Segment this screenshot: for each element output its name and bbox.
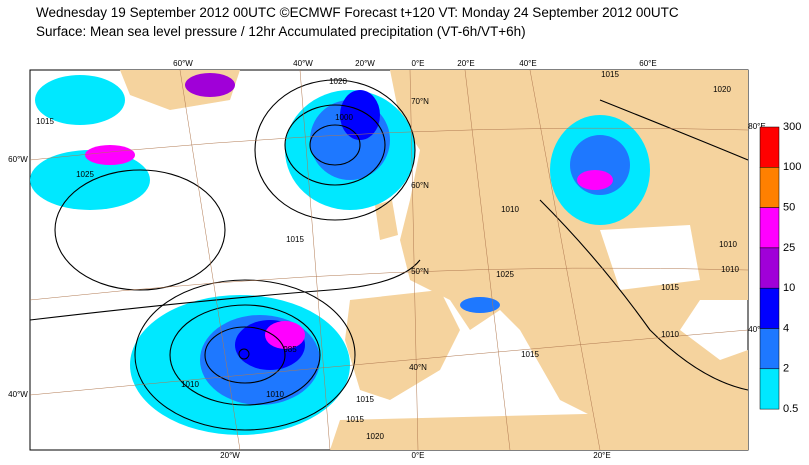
top-label: 60°E (639, 59, 656, 68)
isobar-label: 1015 (36, 117, 54, 126)
map-content (30, 70, 748, 450)
legend-swatch (759, 167, 780, 208)
left-label: 60°W (8, 155, 28, 164)
isobar-label: 1010 (721, 265, 739, 274)
legend-swatch (759, 207, 780, 249)
isobar-label: 1015 (521, 350, 539, 359)
isobar-label: 1020 (329, 77, 347, 86)
isobar-label: 1010 (181, 380, 199, 389)
isobar-label: 1020 (713, 85, 731, 94)
legend-swatch (759, 126, 780, 168)
top-label: 40°E (519, 59, 536, 68)
subtitle: Surface: Mean sea level pressure / 12hr … (36, 24, 526, 39)
lat-label: 60°N (411, 181, 429, 190)
lat-label: 40°N (409, 363, 427, 372)
land-iberia (345, 290, 460, 400)
isobar-label: 1010 (266, 390, 284, 399)
legend-label: 2 (783, 363, 789, 375)
legend-swatch (759, 368, 780, 410)
sea-black (600, 225, 700, 290)
legend-label: 4 (783, 322, 789, 334)
title: Wednesday 19 September 2012 00UTC ©ECMWF… (36, 5, 679, 20)
top-label: 40°W (293, 59, 313, 68)
legend-swatch (759, 328, 780, 370)
isobar-label: 985 (283, 345, 297, 354)
legend-label: 100 (783, 161, 801, 173)
legend-swatch (759, 247, 780, 289)
left-label: 40°W (8, 390, 28, 399)
top-label: 0°E (412, 59, 425, 68)
legend-label: 300 (783, 121, 801, 133)
legend-label: 10 (783, 282, 795, 294)
isobar-label: 1020 (366, 432, 384, 441)
isobar-label: 1000 (335, 113, 353, 122)
map: 60°W 40°W 20°W 0°E 20°E 40°E 60°E 20°W 0°E 20°E 60… (8, 59, 766, 460)
isobar-label: 1010 (501, 205, 519, 214)
top-label: 20°W (355, 59, 375, 68)
legend-swatch (759, 287, 780, 329)
legend-label: 50 (783, 202, 795, 214)
bottom-label: 20°W (220, 451, 240, 460)
precipitation (30, 73, 650, 435)
low-centre (238, 348, 250, 360)
isobar-label: 1010 (719, 240, 737, 249)
isobars (30, 79, 748, 431)
legend-label: 0.5 (783, 403, 798, 415)
bottom-label: 20°E (593, 451, 610, 460)
isobar-label: 1015 (661, 283, 679, 292)
land-africa (330, 410, 748, 450)
land-britain (375, 200, 398, 240)
top-label: 20°E (457, 59, 474, 68)
top-label: 60°W (173, 59, 193, 68)
land-europe (390, 70, 748, 420)
isobar-label: 1015 (346, 415, 364, 424)
isobar-label: 1010 (661, 330, 679, 339)
lat-label: 50°N (411, 267, 429, 276)
legend: 300 100 50 25 10 4 2 0.5 (759, 121, 801, 415)
isobar-label: 1025 (496, 270, 514, 279)
right-label: 40°E (748, 325, 765, 334)
right-label: 80°E (748, 122, 765, 131)
isobar-label: 1015 (286, 235, 304, 244)
bottom-label: 0°E (412, 451, 425, 460)
isobar-label: 1015 (356, 395, 374, 404)
lat-label: 70°N (411, 97, 429, 106)
isobar-label: 1015 (601, 70, 619, 79)
isobar-label: 1025 (76, 170, 94, 179)
legend-label: 25 (783, 242, 795, 254)
